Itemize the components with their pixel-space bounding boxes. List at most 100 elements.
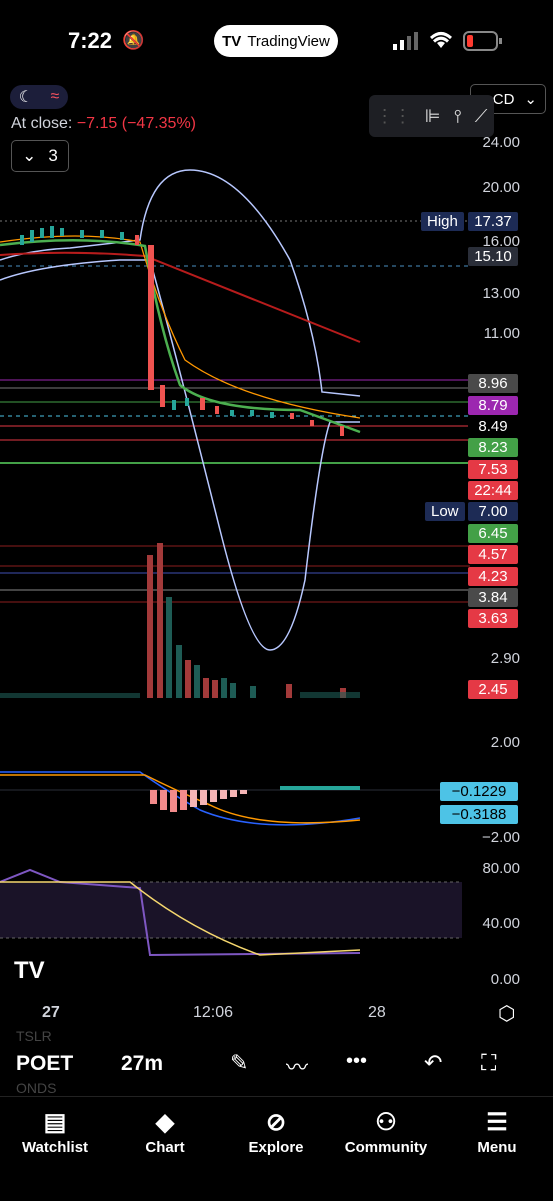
- macd-line: [0, 771, 361, 826]
- tv-watermark-logo: TV: [14, 957, 45, 984]
- volume-bar: [203, 678, 209, 698]
- macd-tag: −0.1229: [440, 782, 518, 801]
- macd-hist-bar: [190, 790, 197, 807]
- people-icon: ⚇: [375, 1108, 397, 1136]
- price-tag: 4.57: [468, 545, 518, 564]
- low-tag: 7.00: [468, 502, 518, 521]
- interval-button[interactable]: 27m: [121, 1052, 164, 1075]
- tab-chart[interactable]: ◆ Chart: [110, 1105, 220, 1157]
- tradingview-pill[interactable]: TV TradingView: [214, 25, 338, 57]
- price-tag: 8.96: [468, 374, 518, 393]
- battery-icon: [463, 31, 503, 56]
- volume-bar: [147, 555, 153, 698]
- compass-icon: ⊘: [265, 1108, 287, 1136]
- bottom-tab-bar: ▤ Watchlist ◆ Chart ⊘ Explore ⚇ Communit…: [0, 1096, 553, 1201]
- prev-symbol[interactable]: TSLR: [16, 1028, 52, 1044]
- price-tag: 6.45: [468, 524, 518, 543]
- candle: [20, 235, 24, 245]
- high-tag: 17.37: [468, 212, 518, 231]
- status-time: 7:22: [68, 28, 113, 53]
- volume-bar: [250, 686, 256, 698]
- axis-label: 24.00: [482, 134, 520, 151]
- candle: [250, 410, 254, 416]
- signal-icon: [392, 32, 418, 55]
- candle: [148, 245, 154, 390]
- price-tag: 15.10: [468, 247, 518, 266]
- more-icon[interactable]: •••: [346, 1050, 368, 1072]
- macd-hist-bar: [210, 790, 217, 802]
- ma-red: [0, 251, 361, 343]
- candle: [270, 412, 274, 418]
- candle: [160, 385, 165, 407]
- candle: [340, 426, 344, 436]
- macd-hist-bar: [170, 790, 177, 812]
- macd-signal: [0, 774, 361, 824]
- time-label-start: 27: [42, 1004, 60, 1021]
- candle: [200, 398, 205, 410]
- wave-icon: ≈: [50, 88, 60, 105]
- low-label: Low: [425, 502, 465, 521]
- drag-handle-icon[interactable]: ⋮⋮: [375, 105, 412, 126]
- macd-hist-bar: [220, 790, 227, 799]
- candle: [215, 406, 219, 414]
- brush-icon[interactable]: ⟋: [474, 105, 488, 126]
- axis-label: 0.00: [490, 971, 520, 988]
- tab-watchlist[interactable]: ▤ Watchlist: [0, 1105, 110, 1157]
- rsi-line: [0, 868, 361, 957]
- chart-canvas[interactable]: TV: [0, 130, 470, 1010]
- axis-label: 11.00: [483, 325, 520, 342]
- ma-green: [0, 238, 361, 434]
- pencil-icon[interactable]: ✎: [230, 1050, 249, 1075]
- fib-tool-icon[interactable]: ⊫: [424, 105, 441, 126]
- price-tag: 3.84: [468, 588, 518, 607]
- last-price-tag: 7.53: [468, 460, 518, 479]
- currency-select[interactable]: CD ⌄: [470, 84, 546, 114]
- macd-hist-bar: [280, 786, 360, 790]
- price-tag: 3.63: [468, 609, 518, 628]
- volume-bar: [185, 660, 191, 698]
- axis-label: 40.00: [482, 915, 520, 932]
- tab-menu[interactable]: ☰ Menu: [442, 1105, 552, 1157]
- axis-label: 16.00: [482, 233, 520, 250]
- macd-hist-bar: [180, 790, 187, 810]
- candle: [50, 226, 54, 238]
- vertical-line-icon[interactable]: ⫯: [453, 105, 462, 126]
- tab-explore[interactable]: ⊘ Explore: [221, 1105, 331, 1157]
- price-tag: 8.23: [468, 438, 518, 457]
- indicators-collapse-button[interactable]: ⌄ 3: [11, 140, 69, 172]
- macd-hist-bar: [160, 790, 167, 810]
- bollinger-upper: [0, 169, 361, 397]
- candle: [40, 228, 44, 238]
- volume-bar: [300, 692, 360, 698]
- axis-label: 20.00: [482, 179, 520, 196]
- macd-histogram: [150, 786, 360, 812]
- macd-hist-bar: [240, 790, 247, 794]
- axis-label: −2.00: [482, 829, 520, 846]
- bell-slash-icon: 🔕: [122, 30, 145, 50]
- volume-bar: [166, 597, 172, 698]
- tradingview-logo-icon: TV: [222, 32, 242, 50]
- indicators-icon[interactable]: 〰: [286, 1055, 309, 1080]
- settings-hex-icon[interactable]: ⬡: [498, 1003, 516, 1025]
- undo-icon[interactable]: ↶: [424, 1050, 443, 1075]
- rsi-band: [0, 882, 462, 938]
- time-label-mid: 12:06: [193, 1004, 234, 1021]
- theme-toggle[interactable]: ☾ ≈: [10, 85, 68, 109]
- candle: [135, 235, 139, 245]
- volume-bar: [157, 543, 163, 698]
- volume-tag: 2.45: [468, 680, 518, 699]
- list-doc-icon: ▤: [43, 1108, 67, 1136]
- tab-community[interactable]: ⚇ Community: [331, 1105, 441, 1157]
- at-close-change: −7.15 (−47.35%): [76, 115, 197, 132]
- moon-icon: ☾: [18, 89, 34, 106]
- chevron-down-icon: ⌄: [22, 146, 37, 165]
- symbol-button[interactable]: POET: [16, 1052, 74, 1075]
- volume-bar: [176, 645, 182, 698]
- volume-bar: [212, 680, 218, 698]
- fullscreen-icon[interactable]: ⛶: [481, 1050, 497, 1075]
- axis-label: 2.00: [490, 734, 520, 751]
- candle: [310, 420, 314, 426]
- price-tag: 4.23: [468, 567, 518, 586]
- rsi-ma: [0, 881, 361, 956]
- next-symbol[interactable]: ONDS: [16, 1080, 57, 1096]
